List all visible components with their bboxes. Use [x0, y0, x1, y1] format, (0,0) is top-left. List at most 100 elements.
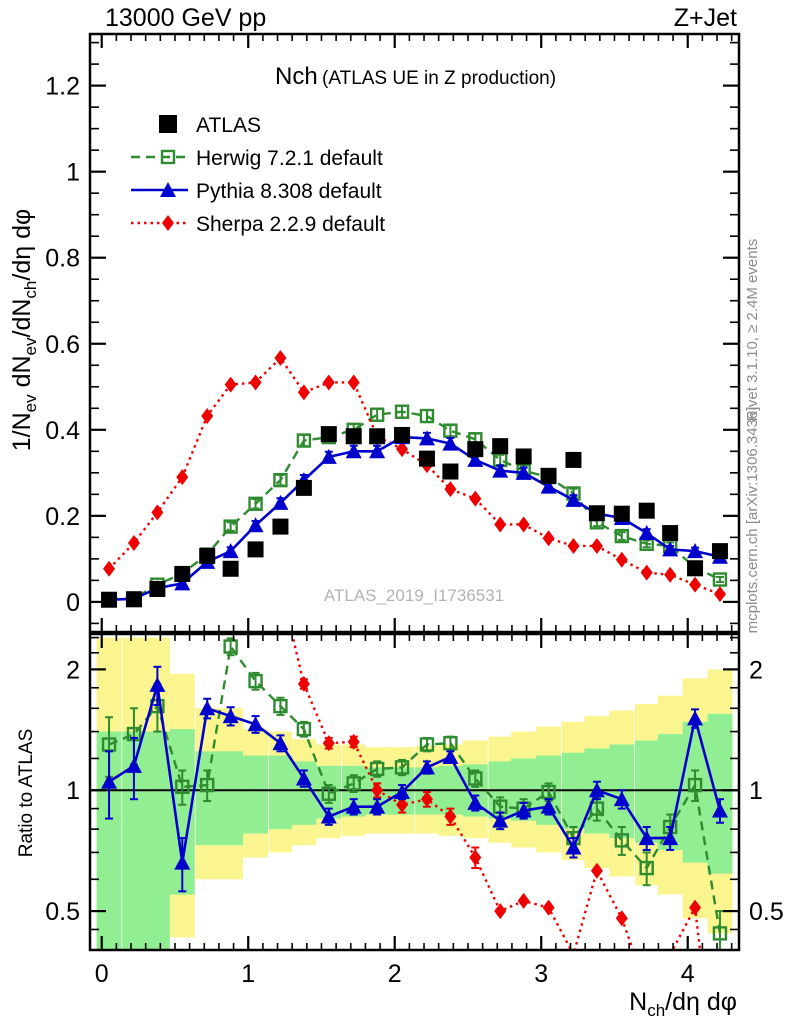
marker-square-filled — [295, 479, 312, 496]
svg-text:Ratio to ATLAS: Ratio to ATLAS — [16, 729, 37, 858]
marker-diamond-filled — [517, 892, 530, 909]
marker-square-open — [223, 519, 238, 534]
marker-triangle-filled — [540, 798, 557, 814]
marker-triangle-filled — [638, 830, 655, 846]
marker-triangle-filled — [418, 430, 435, 446]
marker-square-open — [200, 777, 215, 793]
marker-square-open — [346, 776, 361, 791]
marker-square-open — [160, 149, 176, 165]
marker-triangle-filled — [711, 802, 728, 818]
marker-triangle-filled — [369, 798, 386, 814]
header-right-label: Z+Jet — [674, 4, 737, 32]
marker-square-open — [369, 407, 385, 422]
marker-diamond-filled — [567, 537, 580, 554]
plot-title-paren: (ATLAS UE in Z production) — [322, 68, 556, 89]
marker-triangle-filled — [638, 525, 655, 541]
marker-square-open — [712, 926, 728, 941]
marker-triangle-filled — [394, 783, 411, 799]
marker-triangle-filled — [272, 494, 289, 510]
uncertainty-band-cell — [243, 755, 268, 834]
marker-square-filled — [149, 580, 166, 597]
y-axis-main-label: 1/Nev dNev/dNch/dη dφ — [8, 209, 40, 451]
marker-diamond-filled — [127, 534, 140, 551]
x-tick-label: 4 — [681, 960, 695, 988]
marker-diamond-filled — [103, 560, 116, 577]
marker-square-open — [296, 721, 312, 737]
legend-entry-herwig[interactable]: Herwig 7.2.1 default — [131, 147, 383, 170]
marker-triangle-filled — [320, 448, 337, 464]
marker-square-filled — [638, 502, 655, 519]
marker-square-open — [175, 779, 190, 794]
marker-diamond-filled — [322, 374, 335, 391]
legend-label: Pythia 8.308 default — [196, 180, 382, 203]
x-tick-label: 2 — [388, 960, 402, 988]
marker-diamond-filled — [615, 551, 628, 568]
marker-square-filled — [540, 467, 557, 484]
marker-diamond-filled — [689, 899, 702, 916]
marker-square-open — [273, 698, 288, 714]
marker-square-filled — [394, 426, 411, 443]
marker-square-open — [419, 737, 435, 752]
x-tick-label: 0 — [95, 960, 109, 988]
legend: ATLAS Herwig 7.2.1 default Pythia 8.308 de… — [131, 114, 385, 236]
marker-triangle-filled — [492, 462, 509, 478]
legend-entry-pythia[interactable]: Pythia 8.308 default — [131, 180, 382, 203]
ratio-y-tick-label: 2 — [66, 656, 80, 684]
marker-square-filled — [199, 547, 216, 564]
marker-diamond-filled — [713, 586, 726, 603]
marker-diamond-filled — [494, 516, 507, 533]
marker-triangle-filled — [222, 543, 239, 559]
ratio-panel: 0.5 0.5 1 1 2 2 0 1 2 3 4 — [45, 632, 784, 988]
side-label-mcplots: mcplots.cern.ch [arXiv:1306.3436] — [744, 407, 761, 634]
marker-diamond-filled — [162, 215, 174, 231]
marker-diamond-filled — [201, 408, 214, 425]
marker-triangle-filled — [247, 716, 264, 732]
marker-diamond-filled — [371, 782, 384, 799]
marker-square-filled — [492, 438, 509, 455]
y-tick-label: 1.2 — [45, 73, 80, 101]
marker-diamond-filled — [469, 490, 482, 507]
marker-square-open — [541, 784, 556, 800]
marker-square-filled — [418, 450, 435, 467]
marker-triangle-filled — [687, 543, 704, 559]
marker-triangle-filled — [369, 443, 386, 459]
marker-triangle-filled — [320, 808, 337, 824]
marker-square-open — [639, 860, 654, 876]
marker-diamond-filled — [640, 564, 653, 581]
legend-label: Herwig 7.2.1 default — [196, 147, 383, 170]
marker-triangle-filled — [174, 575, 191, 591]
marker-square-filled — [442, 463, 459, 480]
ratio-series-pythia — [101, 665, 728, 893]
marker-triangle-filled — [418, 759, 435, 775]
ratio-y-tick-label: 0.5 — [45, 898, 80, 926]
marker-square-filled — [687, 560, 704, 577]
y-tick-label: 1 — [66, 159, 80, 187]
marker-square-open — [614, 833, 629, 848]
uncertainty-band-cell — [707, 713, 733, 874]
marker-square-filled — [174, 565, 191, 582]
marker-diamond-filled — [249, 374, 262, 391]
marker-square-filled — [467, 441, 484, 458]
marker-triangle-filled — [295, 770, 312, 786]
ratio-series-herwig — [101, 637, 728, 950]
legend-entry-sherpa[interactable]: Sherpa 2.2.9 default — [131, 213, 385, 236]
legend-entry-atlas[interactable]: ATLAS — [159, 114, 261, 137]
marker-triangle-filled — [588, 782, 605, 798]
marker-diamond-filled — [297, 675, 310, 692]
y-tick-label: 0.8 — [45, 245, 80, 273]
marker-diamond-filled — [176, 469, 189, 486]
marker-triangle-filled — [442, 749, 459, 765]
y-tick-label: 0.6 — [45, 331, 80, 359]
uncertainty-band-cell — [122, 731, 146, 950]
marker-square-filled — [222, 560, 239, 577]
marker-square-open — [589, 801, 605, 816]
marker-diamond-filled — [347, 374, 360, 391]
x-axis-label: Nch/dη dφ — [629, 988, 737, 1020]
series-atlas — [101, 426, 728, 608]
marker-triangle-filled — [515, 464, 532, 480]
marker-triangle-filled — [492, 812, 509, 828]
marker-square-filled — [565, 451, 582, 468]
marker-square-open — [468, 771, 483, 786]
watermark-label: ATLAS_2019_I1736531 — [324, 586, 504, 605]
